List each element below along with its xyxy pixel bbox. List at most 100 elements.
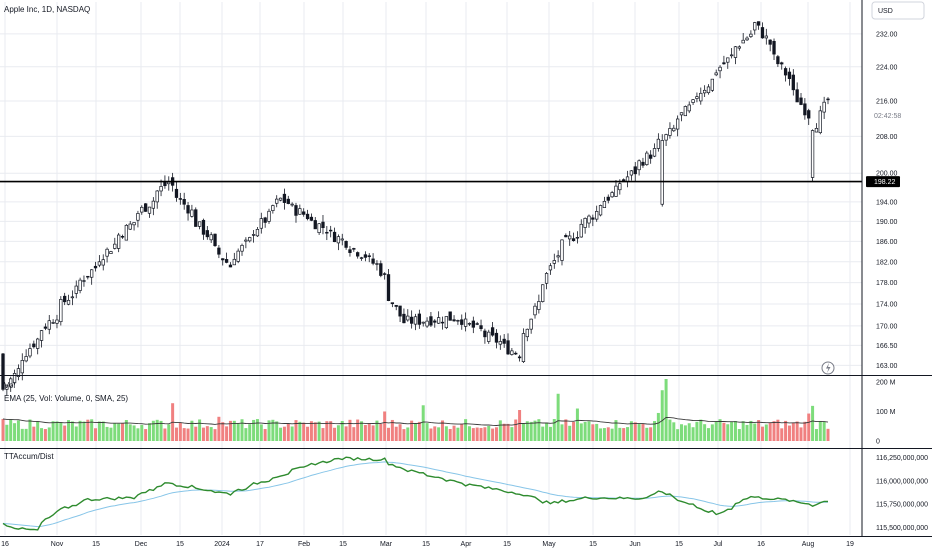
accum-title: TTAccum/Dist bbox=[4, 452, 54, 461]
volume-bar bbox=[814, 429, 818, 441]
candle bbox=[517, 356, 522, 359]
candle bbox=[826, 98, 830, 101]
volume-bar bbox=[818, 420, 822, 441]
volume-bar bbox=[514, 419, 518, 441]
candle bbox=[652, 148, 657, 157]
volume-bar bbox=[726, 424, 730, 441]
candle bbox=[124, 224, 129, 241]
volume-bars bbox=[1, 379, 830, 441]
volume-bar bbox=[614, 420, 618, 441]
candle bbox=[105, 248, 109, 257]
volume-bar bbox=[209, 427, 213, 441]
volume-bar bbox=[525, 421, 529, 441]
volume-bar bbox=[55, 421, 59, 441]
candle bbox=[791, 74, 795, 91]
currency-box[interactable] bbox=[871, 1, 925, 20]
accum-dist-signal-line bbox=[2, 461, 829, 528]
candle bbox=[691, 99, 695, 103]
candle bbox=[232, 258, 236, 266]
candle bbox=[591, 217, 595, 220]
candle bbox=[321, 221, 325, 229]
volume-bar bbox=[371, 425, 375, 441]
candle bbox=[587, 215, 591, 224]
candle bbox=[140, 206, 144, 213]
candle bbox=[463, 318, 468, 327]
candle bbox=[317, 223, 321, 233]
candle bbox=[259, 218, 263, 229]
price-tick-label: 216.00 bbox=[876, 98, 898, 105]
candle bbox=[618, 183, 622, 191]
time-tick-label: 15 bbox=[503, 541, 511, 548]
candle bbox=[687, 104, 691, 112]
volume-bar bbox=[394, 426, 398, 441]
candle bbox=[386, 274, 391, 302]
candle bbox=[456, 320, 460, 322]
candle bbox=[818, 110, 822, 134]
candle bbox=[174, 188, 179, 198]
volume-bar bbox=[703, 424, 707, 441]
candle bbox=[47, 320, 51, 330]
volume-bar bbox=[286, 423, 290, 441]
volume-bar bbox=[510, 427, 514, 441]
candle bbox=[436, 317, 441, 324]
candle bbox=[452, 319, 456, 322]
volume-bar bbox=[491, 428, 495, 441]
price-axis-labels: 232.00 224.00 216.00 208.00 200.00 194.00 190.… bbox=[876, 31, 898, 369]
volume-bar bbox=[548, 426, 552, 441]
time-tick-label: 15 bbox=[589, 541, 597, 548]
volume-bar bbox=[86, 419, 90, 441]
candle bbox=[787, 71, 792, 79]
volume-bar bbox=[533, 420, 537, 441]
volume-bar bbox=[537, 419, 541, 441]
candle bbox=[390, 302, 395, 305]
price-tick-label: 170.00 bbox=[876, 323, 898, 330]
candle bbox=[633, 166, 637, 175]
candle bbox=[672, 127, 676, 132]
candle bbox=[544, 273, 549, 284]
volume-bar bbox=[633, 422, 637, 441]
volume-bar bbox=[363, 425, 367, 441]
candle bbox=[340, 238, 344, 241]
candle bbox=[336, 236, 341, 244]
volume-bar bbox=[333, 427, 337, 441]
candle bbox=[93, 265, 98, 269]
candle bbox=[356, 252, 360, 257]
volume-bar bbox=[649, 427, 653, 441]
volume-bar bbox=[9, 419, 13, 441]
volume-bar bbox=[182, 428, 186, 441]
volume-bar bbox=[352, 427, 356, 441]
volume-bar bbox=[587, 421, 591, 441]
volume-bar bbox=[737, 429, 741, 441]
volume-bar bbox=[356, 419, 360, 441]
volume-bar bbox=[760, 426, 764, 441]
time-tick-label: May bbox=[542, 541, 556, 548]
volume-bar bbox=[440, 420, 444, 441]
candle bbox=[702, 89, 707, 94]
volume-bar bbox=[47, 427, 51, 441]
volume-bar bbox=[186, 428, 190, 441]
volume-bar bbox=[151, 420, 155, 441]
volume-bar bbox=[471, 428, 475, 441]
time-tick-label: Jun bbox=[629, 541, 640, 548]
volume-bar bbox=[302, 422, 306, 441]
volume-bar bbox=[217, 416, 221, 441]
volume-bar bbox=[128, 424, 132, 441]
volume-bar bbox=[140, 424, 144, 441]
volume-bar bbox=[494, 427, 498, 441]
candle bbox=[822, 101, 826, 113]
volume-bar bbox=[448, 428, 452, 441]
candle bbox=[514, 352, 518, 355]
candle bbox=[359, 257, 364, 259]
volume-bar bbox=[787, 425, 791, 441]
volume-bar bbox=[178, 423, 182, 441]
candle bbox=[645, 152, 649, 166]
candle bbox=[699, 92, 703, 102]
price-tick-label: 224.00 bbox=[876, 64, 898, 71]
volume-bar bbox=[637, 424, 641, 441]
candle bbox=[70, 296, 75, 299]
candle bbox=[510, 350, 514, 355]
volume-bar bbox=[583, 421, 587, 441]
volume-bar bbox=[390, 419, 394, 441]
volume-bar bbox=[595, 423, 599, 441]
